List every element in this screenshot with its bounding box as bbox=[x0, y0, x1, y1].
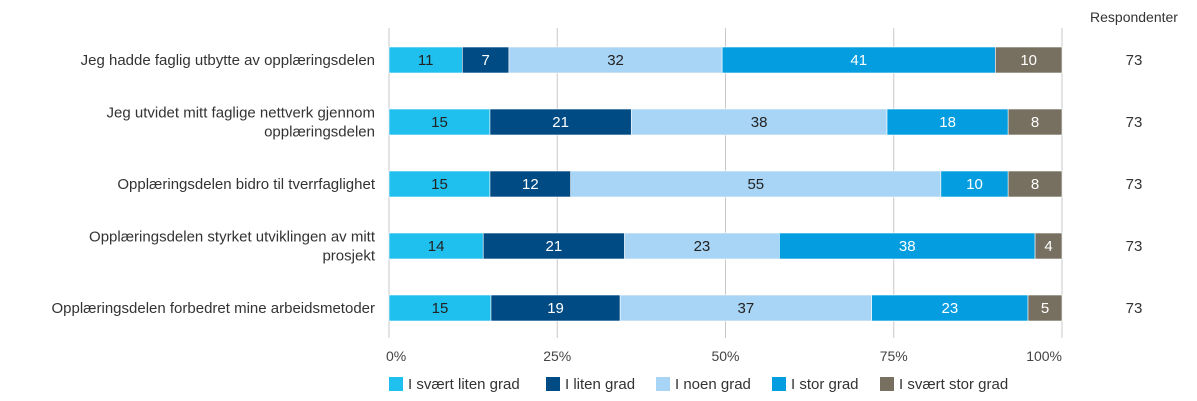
bar-segment bbox=[1027, 294, 1063, 322]
legend-label: I stor grad bbox=[791, 376, 859, 393]
category-label: opplæringsdelen bbox=[264, 124, 375, 141]
category-labels: Jeg hadde faglig utbytte av opplæringsde… bbox=[51, 52, 375, 317]
category-label: Opplæringsdelen forbedret mine arbeidsme… bbox=[51, 300, 375, 317]
bar-segment bbox=[1007, 170, 1063, 198]
data-label: 23 bbox=[694, 238, 711, 255]
legend-label: I liten grad bbox=[565, 376, 635, 393]
category-label: Opplæringsdelen bidro til tverrfaglighet bbox=[117, 176, 375, 193]
x-axis-ticks: 0% 25% 50% 75% 100% bbox=[386, 348, 1062, 364]
category-label: Opplæringsdelen styrket utviklingen av m… bbox=[89, 229, 376, 246]
legend-item: I liten grad bbox=[546, 376, 635, 393]
category-label: prosjekt bbox=[322, 248, 375, 265]
legend-item: I stor grad bbox=[772, 376, 859, 393]
legend-item: I svært stor grad bbox=[880, 376, 1008, 393]
respondents-value: 73 bbox=[1126, 176, 1143, 193]
data-label: 18 bbox=[939, 114, 956, 131]
legend: I svært liten grad I liten grad I noen gra… bbox=[389, 376, 1008, 393]
bar-segment bbox=[388, 108, 491, 136]
bar-segment bbox=[388, 46, 463, 74]
x-tick-label: 50% bbox=[711, 348, 739, 364]
category-label: Jeg hadde faglig utbytte av opplæringsde… bbox=[81, 52, 375, 69]
bar-segment bbox=[388, 170, 491, 198]
data-label: 21 bbox=[552, 114, 569, 131]
data-label: 11 bbox=[418, 52, 434, 69]
x-tick-label: 0% bbox=[386, 348, 406, 364]
bar-segment bbox=[886, 108, 1009, 136]
bar-segment bbox=[1007, 108, 1063, 136]
data-label: 15 bbox=[431, 176, 448, 193]
legend-swatch bbox=[880, 377, 894, 391]
data-label: 8 bbox=[1031, 176, 1039, 193]
legend-label: I svært liten grad bbox=[408, 376, 520, 393]
respondents-value: 73 bbox=[1126, 52, 1143, 69]
category-label: Jeg utvidet mitt faglige nettverk gjenno… bbox=[107, 105, 375, 122]
bar-segment bbox=[489, 108, 632, 136]
data-label: 23 bbox=[941, 300, 958, 317]
bar-segment bbox=[779, 232, 1036, 260]
data-label: 7 bbox=[481, 52, 489, 69]
bar-segment bbox=[1034, 232, 1063, 260]
bar-segment bbox=[489, 170, 572, 198]
respondents-value: 73 bbox=[1126, 238, 1143, 255]
respondents-header: Respondenter bbox=[1090, 9, 1178, 25]
bar-segment bbox=[630, 108, 888, 136]
respondents-value: 73 bbox=[1126, 114, 1143, 131]
x-tick-label: 100% bbox=[1026, 348, 1062, 364]
data-label: 37 bbox=[738, 300, 755, 317]
legend-item: I noen grad bbox=[656, 376, 751, 393]
data-label: 21 bbox=[546, 238, 563, 255]
data-label: 38 bbox=[899, 238, 916, 255]
respondents-value: 73 bbox=[1126, 300, 1143, 317]
bar-segment bbox=[940, 170, 1009, 198]
data-label: 12 bbox=[522, 176, 539, 193]
legend-swatch bbox=[772, 377, 786, 391]
data-label: 32 bbox=[607, 52, 624, 69]
bar-segment bbox=[570, 170, 942, 198]
bar-segment bbox=[388, 232, 484, 260]
bar-segment bbox=[871, 294, 1029, 322]
data-label: 10 bbox=[1020, 52, 1037, 69]
data-label: 41 bbox=[850, 52, 867, 69]
legend-swatch bbox=[656, 377, 670, 391]
respondents-column: Respondenter 73 73 73 73 73 bbox=[1090, 9, 1178, 317]
bar-segment bbox=[508, 46, 723, 74]
data-label: 10 bbox=[966, 176, 983, 193]
x-tick-label: 25% bbox=[543, 348, 571, 364]
data-label: 14 bbox=[428, 238, 445, 255]
legend-swatch bbox=[546, 377, 560, 391]
data-label: 5 bbox=[1041, 300, 1049, 317]
bar-segment bbox=[995, 46, 1063, 74]
legend-label: I noen grad bbox=[675, 376, 751, 393]
data-label: 55 bbox=[747, 176, 764, 193]
bar-segment bbox=[461, 46, 510, 74]
bar-segment bbox=[624, 232, 780, 260]
bars: 11 7 32 41 10 15 21 38 18 8 15 12 55 10 8 14 21 23 38 4 15 19… bbox=[388, 46, 1063, 322]
data-label: 19 bbox=[547, 300, 564, 317]
bar-segment bbox=[619, 294, 872, 322]
data-label: 4 bbox=[1044, 238, 1052, 255]
data-label: 8 bbox=[1031, 114, 1039, 131]
x-tick-label: 75% bbox=[880, 348, 908, 364]
legend-label: I svært stor grad bbox=[899, 376, 1008, 393]
legend-swatch bbox=[389, 377, 403, 391]
data-label: 38 bbox=[751, 114, 768, 131]
bar-segment bbox=[721, 46, 996, 74]
legend-item: I svært liten grad bbox=[389, 376, 520, 393]
data-label: 15 bbox=[431, 114, 448, 131]
data-label: 15 bbox=[432, 300, 449, 317]
